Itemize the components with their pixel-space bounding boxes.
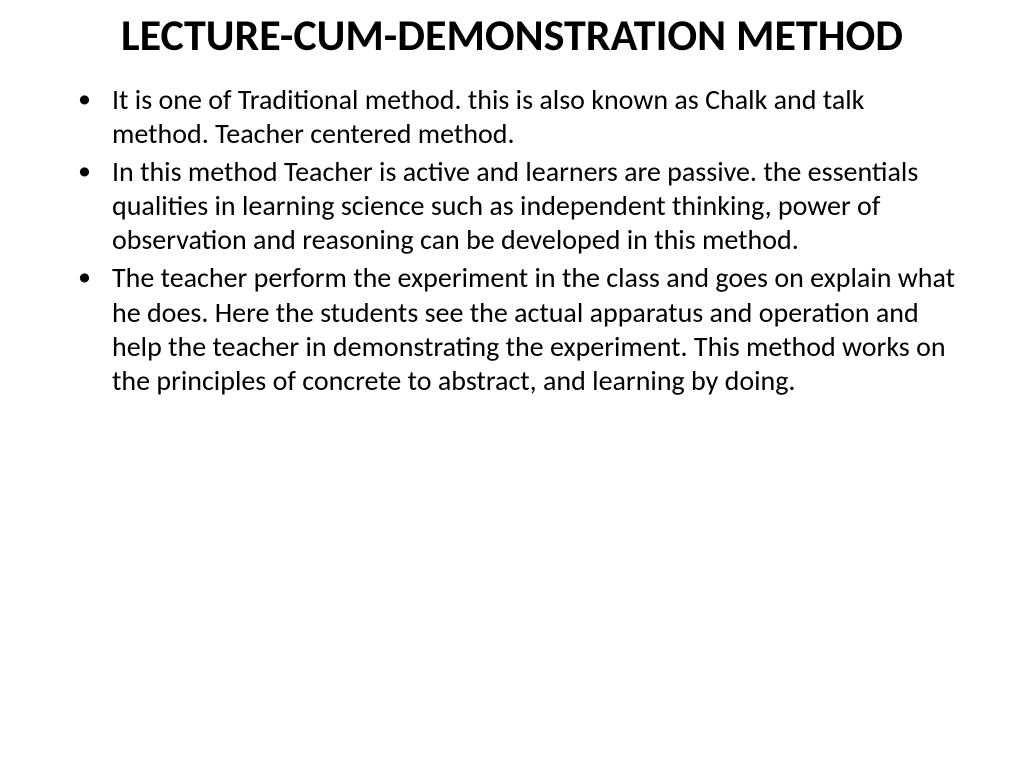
bullet-item: The teacher perform the experiment in th… — [60, 261, 964, 398]
bullet-item: In this method Teacher is active and lea… — [60, 155, 964, 257]
slide-title: LECTURE-CUM-DEMONSTRATION METHOD — [60, 10, 964, 61]
bullet-item: It is one of Traditional method. this is… — [60, 83, 964, 151]
bullet-list: It is one of Traditional method. this is… — [60, 83, 964, 398]
